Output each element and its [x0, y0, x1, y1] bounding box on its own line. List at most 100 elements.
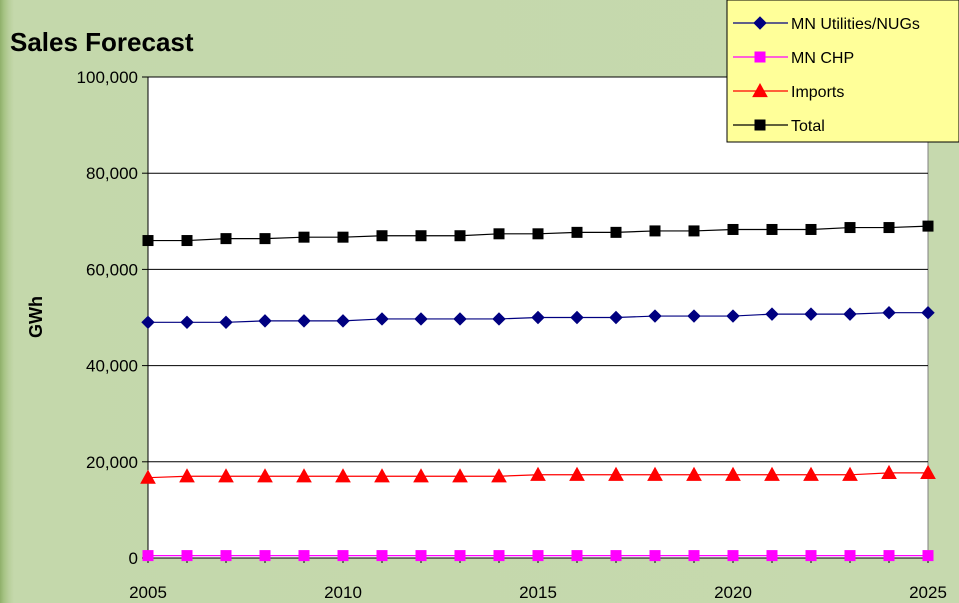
data-point: [688, 225, 700, 237]
legend-entry: MN Utilities/NUGs: [733, 16, 920, 33]
data-point: [452, 468, 468, 483]
data-point: [531, 310, 545, 325]
data-point: [727, 223, 739, 235]
data-point: [337, 231, 349, 243]
data-point: [493, 550, 505, 562]
data-point: [571, 226, 583, 238]
data-point: [569, 466, 585, 481]
data-point: [842, 466, 858, 481]
y-tick-label: 20,000: [86, 453, 138, 472]
data-point: [453, 312, 467, 326]
data-point: [220, 233, 232, 245]
legend-label: Imports: [791, 84, 844, 101]
data-point: [258, 314, 272, 328]
data-point: [532, 228, 544, 240]
data-point: [180, 315, 194, 330]
data-point: [491, 468, 507, 483]
legend: MN Utilities/NUGs MN CHP Imports Total: [726, 0, 959, 143]
data-point: [570, 310, 584, 325]
data-point: [140, 469, 156, 484]
y-tick-label: 80,000: [86, 164, 138, 183]
data-point: [881, 464, 897, 479]
legend-entry: MN CHP: [733, 50, 854, 67]
data-point: [374, 468, 390, 483]
data-point: [571, 550, 583, 562]
data-point: [298, 231, 310, 243]
data-point: [414, 312, 428, 326]
data-point: [493, 228, 505, 240]
x-tick-label: 2005: [129, 583, 167, 602]
data-point: [766, 550, 778, 562]
data-point: [296, 468, 312, 483]
data-point: [141, 315, 155, 330]
data-point: [142, 550, 154, 562]
y-tick-label: 60,000: [86, 260, 138, 279]
data-point: [921, 305, 935, 320]
data-point: [415, 230, 427, 242]
data-point: [454, 550, 466, 562]
data-point: [764, 466, 780, 481]
legend-label: MN Utilities/NUGs: [791, 16, 920, 33]
chart-title: Sales Forecast: [10, 27, 194, 57]
data-point: [179, 468, 195, 483]
legend-marker: [754, 119, 766, 131]
data-point: [844, 222, 856, 234]
data-point: [805, 223, 817, 235]
data-point: [766, 223, 778, 235]
data-point: [335, 468, 351, 483]
data-point: [648, 309, 662, 323]
legend-label: MN CHP: [791, 50, 854, 67]
data-point: [608, 466, 624, 481]
y-axis-label: GWh: [26, 296, 46, 338]
series-mn-chp: [142, 550, 934, 562]
data-point: [726, 309, 740, 323]
data-point: [727, 550, 739, 562]
data-point: [922, 550, 934, 562]
data-point: [922, 220, 934, 232]
legend-marker: [752, 82, 768, 98]
data-point: [376, 230, 388, 242]
data-point: [649, 225, 661, 237]
data-point: [803, 466, 819, 481]
data-point: [530, 466, 546, 481]
data-point: [883, 222, 895, 234]
data-point: [687, 309, 701, 323]
data-point: [297, 314, 311, 328]
data-point: [492, 312, 506, 326]
legend-entry: Total: [733, 118, 825, 135]
data-point: [142, 235, 154, 247]
data-point: [649, 550, 661, 562]
data-point: [688, 550, 700, 562]
data-point: [610, 226, 622, 238]
data-point: [415, 550, 427, 562]
data-point: [181, 235, 193, 247]
data-point: [804, 307, 818, 321]
data-point: [376, 550, 388, 562]
series-imports: [140, 464, 936, 484]
data-point: [882, 305, 896, 320]
x-tick-label: 2025: [909, 583, 947, 602]
data-point: [413, 468, 429, 483]
y-tick-label: 0: [129, 549, 138, 568]
y-tick-label: 100,000: [77, 68, 138, 87]
data-point: [259, 550, 271, 562]
x-tick-label: 2015: [519, 583, 557, 602]
legend-entry: Imports: [733, 82, 844, 101]
data-point: [181, 550, 193, 562]
data-point: [686, 466, 702, 481]
data-point: [844, 550, 856, 562]
data-point: [765, 307, 779, 321]
data-point: [298, 550, 310, 562]
data-point: [375, 312, 389, 326]
data-point: [336, 314, 350, 328]
legend-marker: [754, 51, 766, 63]
data-point: [454, 230, 466, 242]
data-point: [337, 550, 349, 562]
y-tick-label: 40,000: [86, 357, 138, 376]
legend-label: Total: [791, 118, 825, 135]
series-total: [142, 220, 934, 247]
data-point: [610, 550, 622, 562]
x-tick-label: 2020: [714, 583, 752, 602]
data-point: [532, 550, 544, 562]
